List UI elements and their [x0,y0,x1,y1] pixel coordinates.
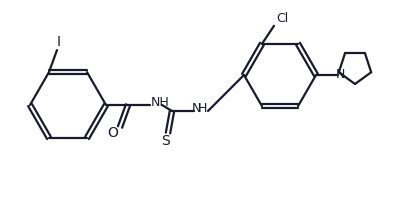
Text: I: I [57,35,61,49]
Text: NH: NH [151,97,169,109]
Text: S: S [161,134,169,148]
Text: H: H [197,103,207,116]
Text: N: N [335,68,345,81]
Text: N: N [191,103,201,116]
Text: Cl: Cl [276,12,288,25]
Text: O: O [107,126,118,140]
